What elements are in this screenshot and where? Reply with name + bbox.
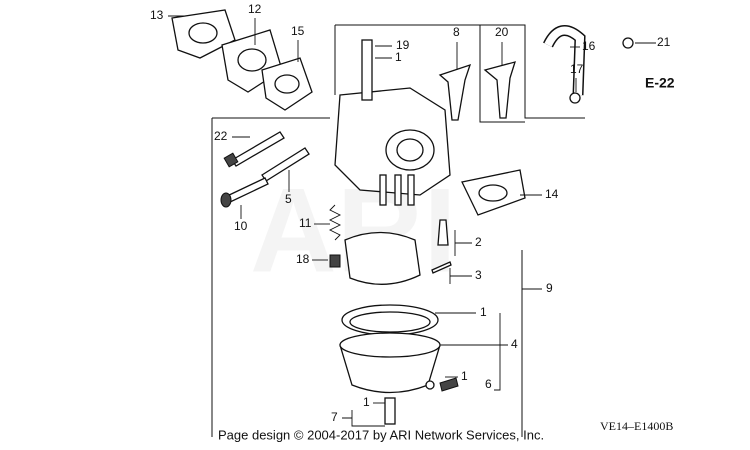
diagram-code: VE14–E1400B [600, 419, 673, 433]
frame [211, 24, 585, 437]
callout: 22 [214, 129, 228, 143]
callout: 20 [495, 25, 509, 39]
callout: 10 [234, 219, 248, 233]
callout: 21 [657, 35, 671, 49]
fuel-tube [543, 25, 634, 104]
callout: 1 [480, 305, 487, 319]
callout: 1 [363, 395, 370, 409]
float-parts [328, 169, 526, 285]
footer-copyright: Page design © 2004-2017 by ARI Network S… [218, 427, 544, 442]
callout: 11 [299, 216, 312, 230]
callout: 5 [285, 192, 292, 206]
screws [220, 131, 310, 208]
leader-lines [168, 15, 656, 427]
callout: 2 [475, 235, 482, 249]
callout: 15 [291, 24, 305, 38]
callout: 17 [570, 62, 584, 76]
callout: 4 [511, 337, 518, 351]
callouts: 13 12 15 19 1 8 20 16 21 17 E-22 22 14 5… [150, 2, 675, 424]
callout: 1 [395, 50, 402, 64]
float-bowl [339, 304, 459, 425]
callout: 12 [248, 2, 262, 16]
callout: 14 [545, 187, 559, 201]
callout: 19 [396, 38, 410, 52]
callout: 7 [331, 410, 338, 424]
callout: 1 [461, 369, 468, 383]
callout: 13 [150, 8, 164, 22]
callout: 8 [453, 25, 460, 39]
callout: 18 [296, 252, 310, 266]
callout: 16 [582, 39, 596, 53]
callout: 3 [475, 268, 482, 282]
carburetor-body [334, 39, 451, 206]
gaskets [171, 9, 313, 111]
page-reference[interactable]: E-22 [645, 75, 675, 91]
levers [438, 61, 516, 121]
callout: 6 [485, 377, 492, 391]
callout: 9 [546, 281, 553, 295]
